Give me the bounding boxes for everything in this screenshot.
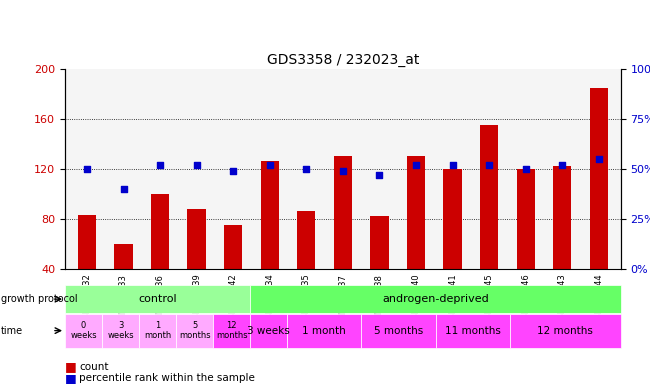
Point bbox=[374, 172, 385, 178]
Bar bbox=[443, 169, 461, 269]
Text: 5
months: 5 months bbox=[179, 321, 211, 340]
Text: growth protocol: growth protocol bbox=[1, 294, 77, 304]
Text: 1
month: 1 month bbox=[144, 321, 171, 340]
Text: 3 weeks: 3 weeks bbox=[248, 326, 290, 336]
Point bbox=[557, 162, 567, 168]
Text: time: time bbox=[1, 326, 23, 336]
Text: 5 months: 5 months bbox=[374, 326, 423, 336]
Bar bbox=[370, 217, 389, 269]
Point bbox=[484, 162, 494, 168]
Point bbox=[593, 156, 604, 162]
Bar bbox=[224, 225, 242, 269]
Bar bbox=[114, 244, 133, 269]
Title: GDS3358 / 232023_at: GDS3358 / 232023_at bbox=[266, 53, 419, 67]
Text: control: control bbox=[138, 294, 177, 304]
Point bbox=[521, 166, 531, 172]
Text: 11 months: 11 months bbox=[445, 326, 500, 336]
Point bbox=[155, 162, 165, 168]
Bar bbox=[480, 125, 499, 269]
Text: ■: ■ bbox=[65, 372, 77, 384]
Text: 12 months: 12 months bbox=[538, 326, 593, 336]
Bar bbox=[261, 161, 279, 269]
Bar bbox=[151, 194, 169, 269]
Point bbox=[118, 186, 129, 192]
Bar bbox=[517, 169, 535, 269]
Point bbox=[191, 162, 202, 168]
Text: percentile rank within the sample: percentile rank within the sample bbox=[79, 373, 255, 383]
Point bbox=[301, 166, 311, 172]
Point bbox=[265, 162, 275, 168]
Point bbox=[411, 162, 421, 168]
Point bbox=[82, 166, 92, 172]
Text: 12
months: 12 months bbox=[216, 321, 248, 340]
Text: count: count bbox=[79, 362, 109, 372]
Text: 1 month: 1 month bbox=[302, 326, 346, 336]
Bar bbox=[590, 88, 608, 269]
Point bbox=[447, 162, 458, 168]
Point bbox=[338, 168, 348, 174]
Bar bbox=[333, 157, 352, 269]
Bar bbox=[407, 157, 425, 269]
Bar bbox=[553, 167, 571, 269]
Bar bbox=[297, 211, 315, 269]
Text: 3
weeks: 3 weeks bbox=[107, 321, 134, 340]
Bar bbox=[78, 215, 96, 269]
Text: androgen-deprived: androgen-deprived bbox=[382, 294, 489, 304]
Point bbox=[228, 168, 239, 174]
Text: ■: ■ bbox=[65, 360, 77, 373]
Bar bbox=[187, 209, 206, 269]
Text: 0
weeks: 0 weeks bbox=[70, 321, 97, 340]
